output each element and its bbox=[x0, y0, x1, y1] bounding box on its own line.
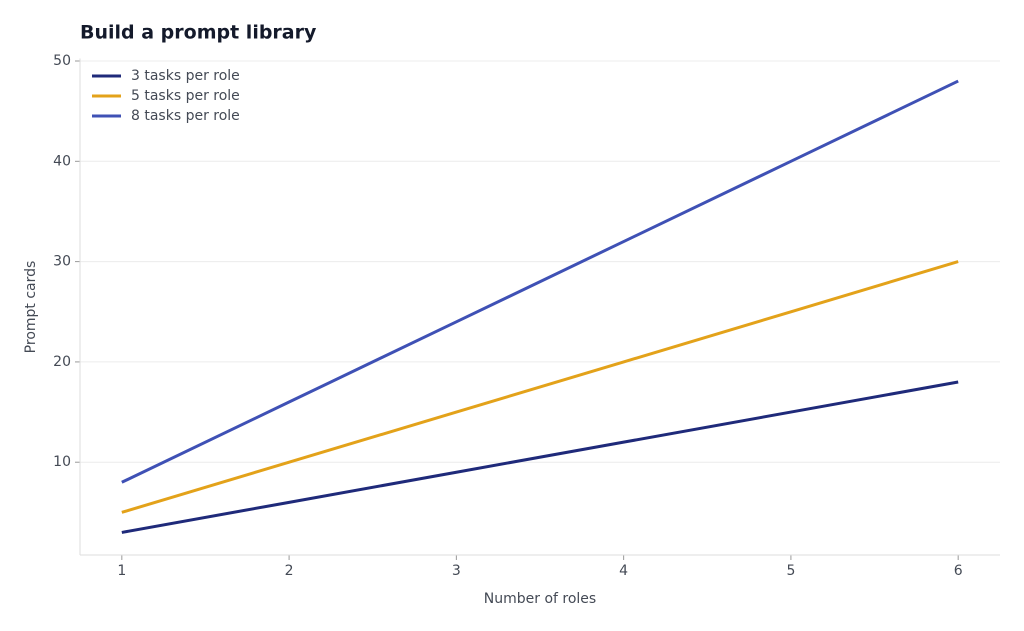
y-tick-label: 10 bbox=[53, 454, 71, 470]
x-tick-label: 2 bbox=[285, 563, 294, 579]
y-axis-label: Prompt cards bbox=[23, 261, 39, 354]
legend-label: 3 tasks per role bbox=[131, 68, 240, 84]
x-tick-label: 5 bbox=[786, 563, 795, 579]
legend-label: 8 tasks per role bbox=[131, 108, 240, 124]
y-tick-label: 50 bbox=[53, 53, 71, 69]
series-line bbox=[121, 260, 959, 514]
x-axis-label: Number of roles bbox=[484, 591, 596, 607]
x-tick-label: 6 bbox=[954, 563, 963, 579]
chart-title: Build a prompt library bbox=[80, 22, 317, 44]
y-tick-label: 30 bbox=[53, 254, 71, 270]
x-tick-label: 3 bbox=[452, 563, 461, 579]
x-tick-label: 4 bbox=[619, 563, 628, 579]
x-tick-label: 1 bbox=[117, 563, 126, 579]
y-tick-label: 20 bbox=[53, 354, 71, 370]
series-line bbox=[121, 380, 959, 534]
series-line bbox=[121, 79, 959, 484]
y-tick-label: 40 bbox=[53, 153, 71, 169]
legend-label: 5 tasks per role bbox=[131, 88, 240, 104]
